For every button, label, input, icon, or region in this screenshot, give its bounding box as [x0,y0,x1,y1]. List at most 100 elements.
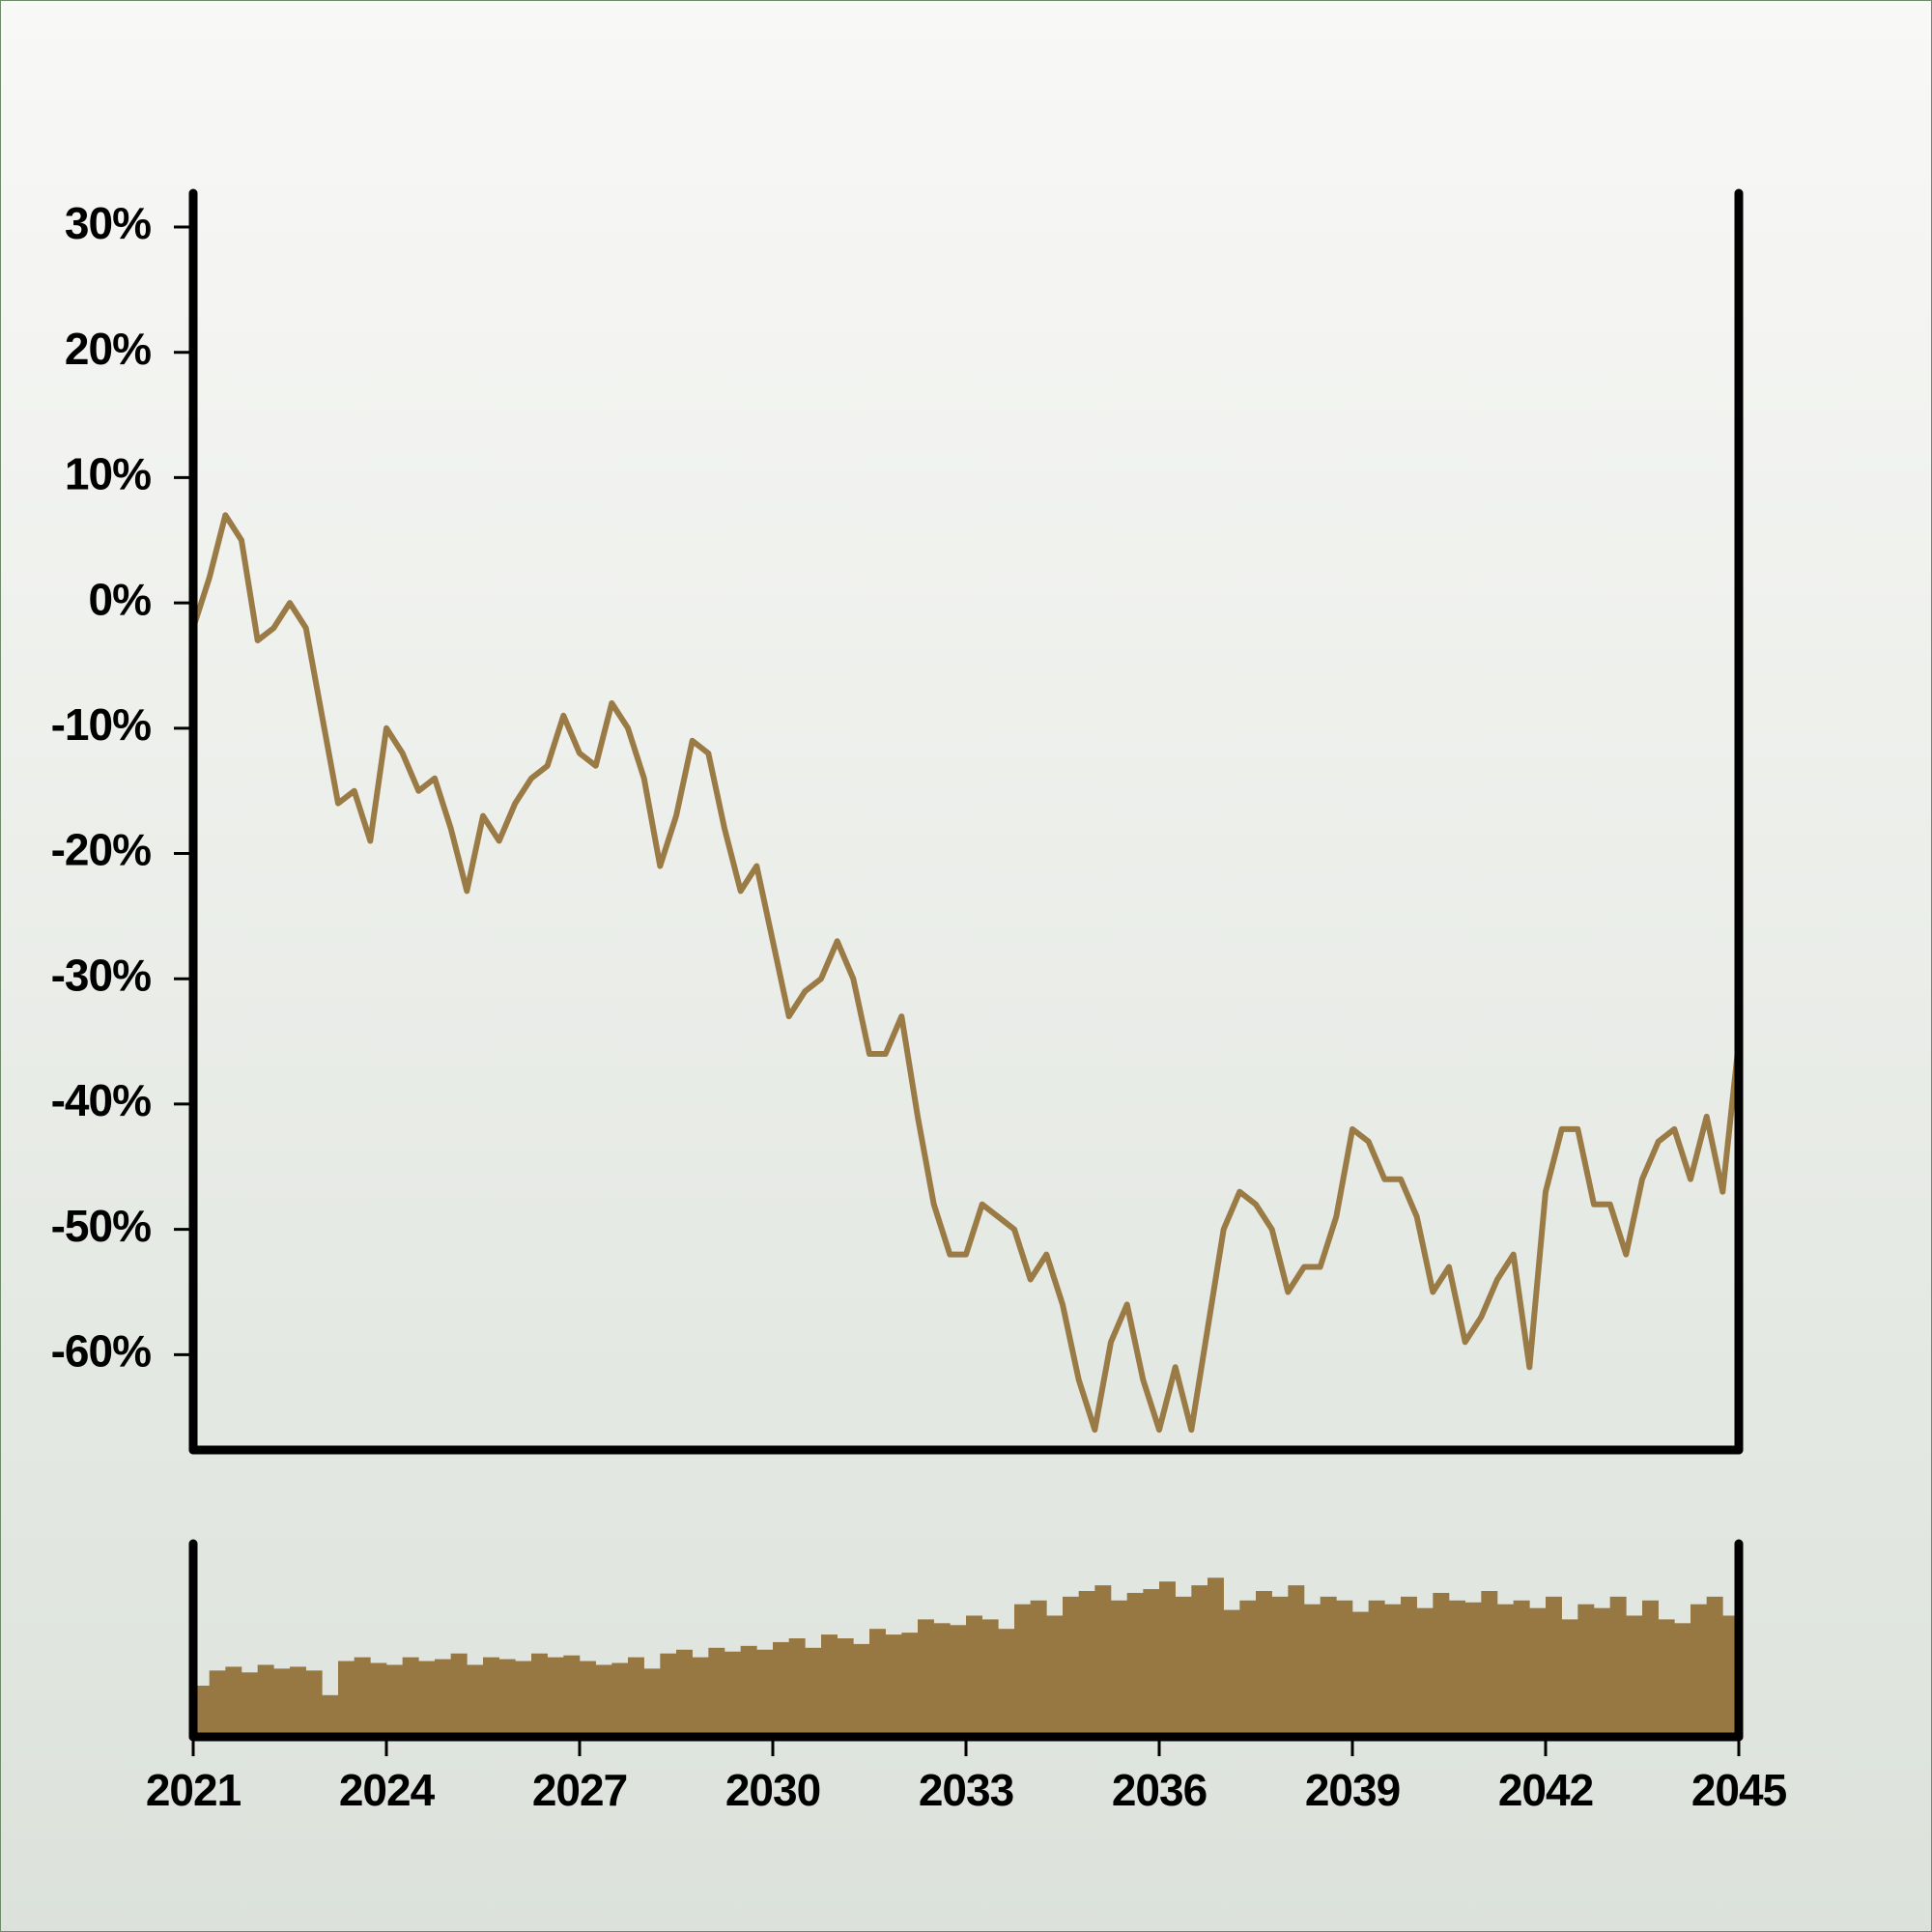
volume-bar [1320,1596,1337,1733]
volume-bar [1191,1585,1208,1733]
y-tick-label: -60% [51,1325,151,1376]
x-tick-label: 2021 [146,1765,242,1815]
x-tick-label: 2024 [339,1765,436,1815]
volume-bar [1063,1596,1079,1733]
volume-bar [1256,1591,1272,1733]
volume-bar [1433,1592,1450,1733]
volume-bar [1208,1577,1224,1733]
volume-bar [1046,1615,1064,1733]
volume-bar [209,1670,226,1733]
volume-bar [1401,1596,1417,1733]
volume-bar [1304,1604,1321,1733]
volume-bar [676,1649,693,1733]
volume-bar [1368,1600,1385,1733]
volume-bar [692,1657,709,1733]
volume-bar [290,1666,306,1733]
y-tick-label: -40% [51,1075,151,1125]
volume-bar [1513,1600,1530,1733]
volume-bar [1690,1604,1707,1733]
volume-bar [628,1657,644,1733]
volume-bar [1706,1596,1723,1733]
x-tick-label: 2027 [532,1765,627,1815]
volume-bar [450,1653,468,1733]
volume-bar [1175,1596,1192,1733]
volume-bar [869,1629,886,1733]
y-tick-label: 20% [65,324,151,374]
x-tick-label: 2030 [725,1765,820,1815]
volume-bar [950,1625,967,1733]
volume-bar [563,1655,581,1733]
y-tick-label: -30% [51,950,151,1000]
y-tick-label: 10% [65,449,151,499]
volume-bar [483,1657,499,1733]
x-tick-label: 2045 [1691,1765,1787,1815]
volume-bar [788,1638,806,1733]
volume-bar [740,1645,757,1733]
volume-bar [1094,1585,1112,1733]
volume-bar [225,1666,242,1733]
volume-bar [885,1634,902,1733]
volume-bar [1626,1615,1643,1733]
x-tick-label: 2042 [1498,1765,1593,1815]
y-tick-label: 30% [65,198,151,248]
volume-bar [611,1662,629,1733]
y-tick-label: -10% [51,699,151,750]
volume-bar [1014,1604,1031,1733]
volume-bar [1497,1604,1514,1733]
volume-bar [837,1638,854,1733]
volume-bar [1481,1591,1498,1733]
volume-bar [354,1657,371,1733]
volume-bar [805,1647,822,1733]
volume-bar [322,1694,339,1733]
volume-bar [981,1619,999,1733]
volume-bar [1609,1596,1627,1733]
volume-bar [1561,1619,1578,1733]
volume-bar [370,1662,387,1733]
volume-bar [660,1653,677,1733]
volume-bar [467,1664,484,1733]
volume-bar [1352,1611,1369,1733]
volume-bar [1030,1600,1047,1733]
volume-bar [1449,1600,1465,1733]
volume-bar [998,1629,1015,1733]
volume-bar [1642,1600,1659,1733]
volume-bar [821,1634,838,1733]
volume-bar [1078,1591,1095,1733]
volume-bar [1143,1589,1160,1733]
volume-bar [1594,1607,1610,1733]
volume-bar [595,1664,612,1733]
volume-bar [933,1623,951,1733]
volume-bar [338,1661,355,1733]
x-tick-label: 2036 [1112,1765,1207,1815]
volume-bar [1577,1604,1595,1733]
volume-bar [708,1647,725,1733]
volume-bar [386,1664,403,1733]
volume-bar [1416,1607,1434,1733]
volume-bar [756,1649,774,1733]
volume-bar [1126,1592,1144,1733]
volume-bar [418,1661,436,1733]
y-tick-label: 0% [89,574,152,624]
volume-bar [1674,1623,1691,1733]
volume-bar [1546,1596,1562,1733]
volume-bar [1111,1600,1127,1733]
volume-bar [643,1668,661,1733]
y-tick-label: -20% [51,825,151,875]
volume-bar [257,1664,274,1733]
volume-bar [435,1659,451,1733]
volume-bar [531,1653,548,1733]
volume-bar [1239,1600,1257,1733]
volume-bar [1159,1581,1176,1733]
volume-bar [515,1661,532,1733]
volume-bar [242,1672,258,1733]
volume-bar [580,1661,596,1733]
volume-bar [547,1657,564,1733]
y-tick-label: -50% [51,1201,151,1251]
volume-bar [1288,1585,1305,1733]
x-tick-label: 2039 [1305,1765,1400,1815]
volume-bar [773,1641,789,1733]
volume-bar [853,1643,870,1733]
volume-bar [1384,1604,1402,1733]
volume-bar [402,1657,419,1733]
